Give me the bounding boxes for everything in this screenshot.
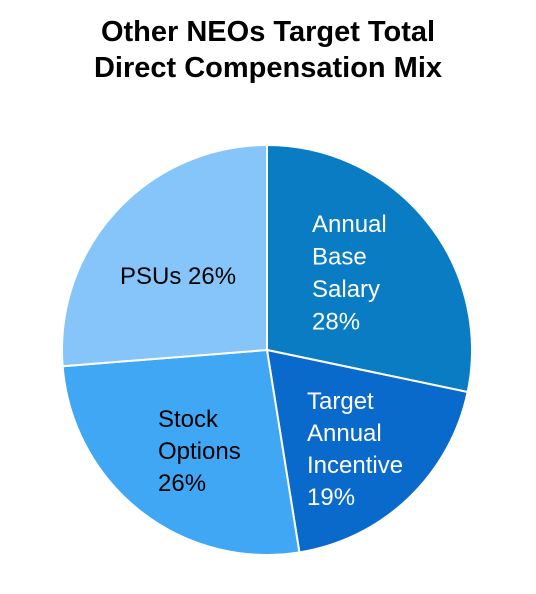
pie-label-line: 28%: [312, 309, 360, 336]
pie-label-line: Annual: [307, 420, 382, 447]
pie-label-stock-options: Stock Options 26%: [158, 406, 241, 497]
pie-slice-stock-options: [61, 348, 301, 556]
pie-label-annual-base-salary: Annual Base Salary 28%: [312, 211, 387, 336]
pie-label-line: Base: [312, 244, 367, 271]
pie-label-target-annual-incentive: Target Annual Incentive 19%: [307, 388, 403, 511]
pie-label-line: Annual: [312, 211, 387, 238]
pie-label-line: Incentive: [307, 452, 403, 479]
pie-label-line: 19%: [307, 484, 355, 511]
pie-label-line: Options: [158, 438, 241, 465]
pie-slice-annual-base-salary: [266, 143, 473, 394]
pie-label-line: Stock: [158, 406, 219, 433]
pie-label-line: Salary: [312, 276, 380, 303]
pie-labels: Annual Base Salary 28% Target Annual Incentive…: [120, 211, 403, 511]
pie-label-line: 26%: [158, 470, 206, 497]
pie-label-psus: PSUs 26%: [120, 263, 236, 290]
pie-slice-target-annual-incentive: [265, 348, 469, 554]
pie-slice-psus: [61, 143, 268, 368]
pie-label-line: PSUs 26%: [120, 263, 236, 290]
pie-slices: [61, 143, 473, 556]
chart-title-line-2: Direct Compensation Mix: [93, 52, 443, 84]
chart-title-line-1: Other NEOs Target Total: [100, 16, 436, 48]
pie-label-line: Target: [307, 388, 374, 415]
chart-title: Other NEOs Target Total Direct Compensat…: [0, 14, 536, 86]
